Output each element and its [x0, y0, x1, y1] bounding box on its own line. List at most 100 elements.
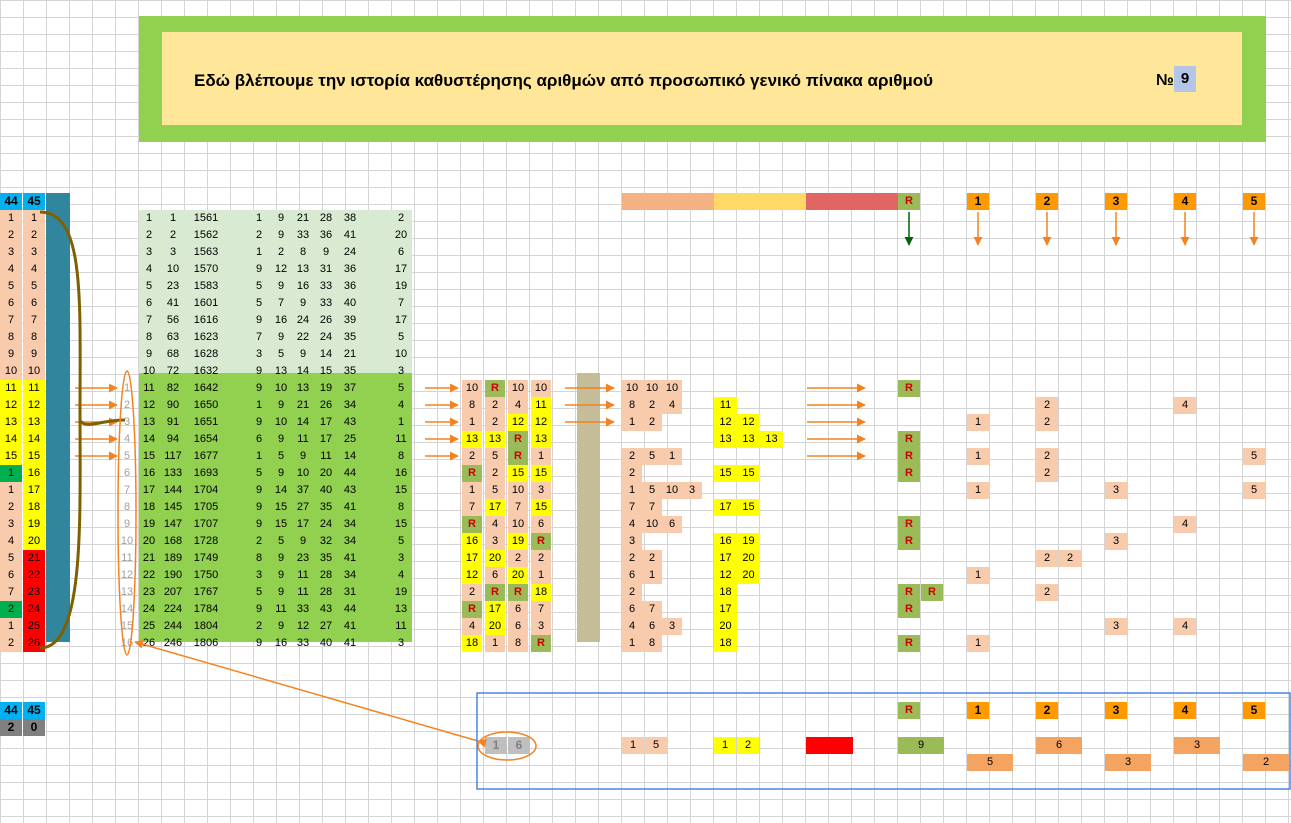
delay-cell: 13 — [462, 431, 482, 448]
draw-cell: 1750 — [193, 569, 219, 581]
delay-cell: R — [462, 516, 482, 533]
draw-cell: 33 — [319, 280, 333, 292]
left-col-b-cell: 18 — [23, 499, 45, 516]
draw-cell: 41 — [343, 229, 357, 241]
summary-row2-cell: 5 — [967, 754, 1013, 771]
draw-cell: 38 — [343, 212, 357, 224]
left-col-b-cell: 5 — [23, 278, 45, 295]
delay-cell: 3 — [485, 533, 505, 550]
left-col-a-cell: 2 — [0, 227, 22, 244]
low-group-cell: 6 — [622, 601, 642, 618]
draw-cell: 20 — [319, 467, 333, 479]
draw-cell: 14 — [343, 450, 357, 462]
low-group-cell: 3 — [662, 618, 682, 635]
right-col-2-cell: 2 — [1059, 550, 1081, 567]
draw-cell: 9 — [277, 433, 285, 445]
draw-cell: 25 — [343, 433, 357, 445]
draw-cell: 4 — [397, 569, 405, 581]
draw-cell: 9 — [255, 382, 263, 394]
draw-cell: 36 — [319, 229, 333, 241]
mid-group-cell: 16 — [714, 533, 737, 550]
left-col-a-cell: 8 — [0, 329, 22, 346]
low-group-cell: 10 — [642, 380, 662, 397]
mid-group-cell: 13 — [737, 431, 760, 448]
draw-cell: 15 — [319, 365, 333, 377]
draw-cell: 3 — [255, 569, 263, 581]
low-group-cell: 6 — [662, 516, 682, 533]
summary-frame — [476, 692, 1291, 790]
right-col-R-cell: R — [921, 584, 943, 601]
delay-cell: R — [508, 448, 528, 465]
left-col-b-cell: 15 — [23, 448, 45, 465]
delay-cell: 7 — [531, 601, 551, 618]
summary-r-value: 9 — [898, 737, 944, 754]
banner-number-input[interactable]: 9 — [1174, 66, 1196, 92]
draw-cell: 35 — [343, 365, 357, 377]
summary-low-cell: 1 — [622, 737, 644, 754]
delay-cell: 10 — [508, 516, 528, 533]
draw-cell: 5 — [255, 280, 263, 292]
draw-cell: 37 — [296, 484, 310, 496]
delay-cell: 15 — [531, 499, 551, 516]
delay-cell: 20 — [485, 550, 505, 567]
low-group-cell: 2 — [622, 465, 642, 482]
draw-cell: 33 — [296, 603, 310, 615]
delay-cell: 10 — [508, 380, 528, 397]
draw-cell: 1704 — [193, 484, 219, 496]
summary-oval — [477, 731, 537, 761]
draw-cell: 1 — [255, 246, 263, 258]
delay-cell: 11 — [531, 397, 551, 414]
draw-cell: 34 — [343, 535, 357, 547]
draw-cell: 19 — [319, 382, 333, 394]
draw-cell: 24 — [319, 518, 333, 530]
draw-cell: 17 — [142, 484, 156, 496]
draw-cell: 22 — [142, 569, 156, 581]
draw-cell: 35 — [319, 501, 333, 513]
draw-cell: 35 — [343, 331, 357, 343]
draw-cell: 34 — [343, 518, 357, 530]
draw-cell: 1707 — [193, 518, 219, 530]
draw-cell: 8 — [397, 501, 405, 513]
mid-group-cell: 18 — [714, 635, 737, 652]
draw-cell: 1563 — [193, 246, 219, 258]
delay-cell: 6 — [508, 601, 528, 618]
draw-cell: 7 — [397, 297, 405, 309]
draw-cell: 14 — [296, 416, 310, 428]
draw-cell: 90 — [166, 399, 180, 411]
right-col-1-cell: 1 — [967, 482, 989, 499]
draw-cell: 1654 — [193, 433, 219, 445]
right-col-1-cell: 1 — [967, 448, 989, 465]
draw-cell: 24 — [296, 314, 310, 326]
mid-group-cell: 13 — [760, 431, 783, 448]
mid-group-cell: 18 — [714, 584, 737, 601]
draw-cell: 40 — [319, 484, 333, 496]
draw-cell: 1623 — [193, 331, 219, 343]
left-col-a-cell: 15 — [0, 448, 22, 465]
delay-cell: 3 — [531, 482, 551, 499]
draw-cell: 9 — [277, 569, 285, 581]
draw-cell: 31 — [343, 586, 357, 598]
draw-cell: 1616 — [193, 314, 219, 326]
index-label: 15 — [120, 620, 134, 632]
delay-cell: 2 — [485, 414, 505, 431]
draw-cell: 3 — [169, 246, 177, 258]
draw-cell: 94 — [166, 433, 180, 445]
draw-cell: 21 — [142, 552, 156, 564]
low-group-cell: 7 — [642, 601, 662, 618]
draw-cell: 2 — [169, 229, 177, 241]
draw-cell: 19 — [394, 280, 408, 292]
left-col-a-cell: 4 — [0, 261, 22, 278]
draw-cell: 11 — [297, 433, 309, 445]
delay-cell: 17 — [462, 550, 482, 567]
draw-cell: 5 — [397, 382, 405, 394]
draw-cell: 5 — [277, 450, 285, 462]
draw-cell: 5 — [277, 348, 285, 360]
low-group-cell: 10 — [662, 380, 682, 397]
delay-cell: 10 — [508, 482, 528, 499]
draw-cell: 41 — [343, 552, 357, 564]
mid-group-cell: 20 — [737, 567, 760, 584]
draw-cell: 11 — [320, 450, 332, 462]
low-group-cell: 10 — [622, 380, 642, 397]
draw-cell: 9 — [322, 246, 330, 258]
